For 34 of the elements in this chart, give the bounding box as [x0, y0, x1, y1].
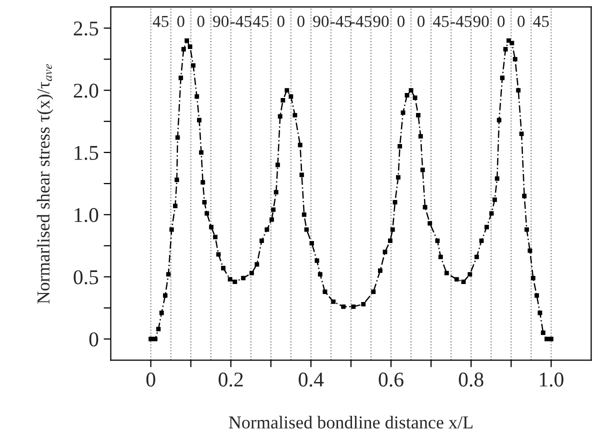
annotation: -45	[350, 16, 372, 28]
annotation: -45	[230, 16, 252, 28]
annotation: 0	[418, 16, 425, 28]
x-axis-title: Normalised bondline distance x/L	[228, 416, 472, 429]
x-tick-label: 0	[146, 372, 156, 387]
annotation: 90	[473, 16, 489, 28]
annotation: 45	[252, 16, 269, 28]
x-tick-label: 0.8	[458, 372, 484, 387]
y-tick-label: 1.5	[74, 146, 98, 160]
y-tick-label: 2.0	[74, 84, 98, 98]
x-tick-label: 0.4	[298, 372, 324, 387]
annotation: 45	[152, 16, 168, 28]
annotation: 45	[433, 16, 449, 28]
annotation: -45	[330, 16, 352, 28]
annotation: 0	[498, 16, 505, 28]
x-tick-label: 0.6	[378, 372, 404, 387]
x-tick-label: 0.2	[218, 372, 243, 387]
annotation: -45	[450, 16, 472, 28]
annotation: 0	[197, 16, 204, 28]
annotation: 90	[213, 16, 229, 28]
annotation: 0	[518, 16, 525, 28]
x-tick-label: 1.0	[540, 372, 564, 387]
y-tick-label: 2.5	[74, 22, 98, 36]
y-axis-title: Normarlised shear stress τ(x)/τ$_{ave}$	[36, 64, 54, 304]
annotation: 90	[313, 16, 329, 28]
annotation: 90	[373, 16, 389, 28]
y-tick-label: 1.0	[74, 208, 98, 222]
y-tick-label: 0	[89, 332, 98, 346]
annotation: 0	[297, 16, 304, 28]
annotation: 0	[277, 16, 284, 28]
y-tick-label: 0.5	[74, 270, 98, 284]
annotation: 0	[397, 16, 405, 28]
annotation: 45	[533, 16, 549, 28]
annotation: 0	[177, 16, 184, 28]
